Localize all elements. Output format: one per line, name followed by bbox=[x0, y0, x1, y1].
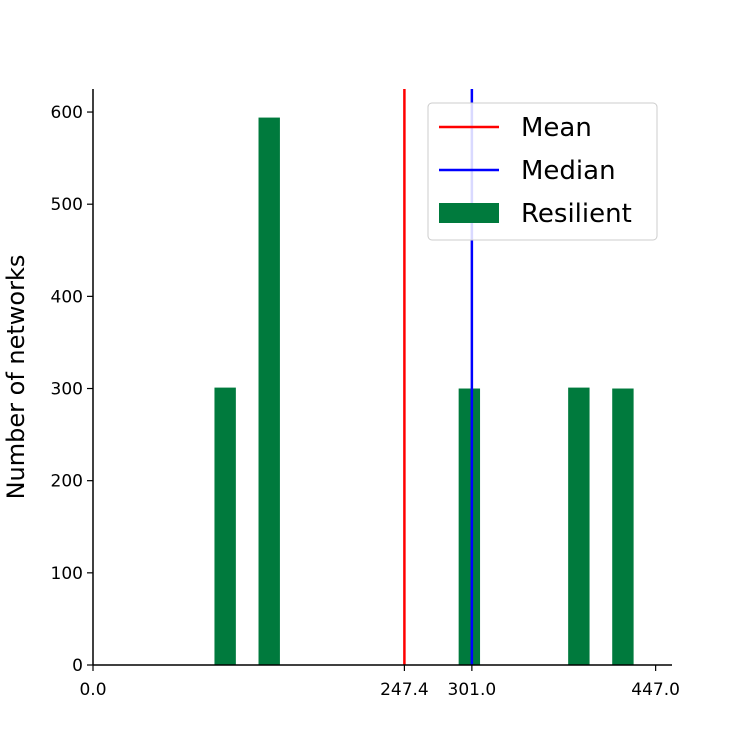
y-tick-label: 300 bbox=[51, 380, 83, 400]
y-tick-label: 400 bbox=[51, 287, 83, 307]
bars-group bbox=[214, 117, 634, 666]
legend-label: Resilient bbox=[521, 199, 632, 229]
bar-1 bbox=[214, 387, 236, 665]
y-tick-label: 600 bbox=[51, 103, 83, 123]
y-axis-label: Number of networks bbox=[2, 255, 30, 500]
bar-4 bbox=[568, 387, 590, 665]
legend-label: Median bbox=[521, 156, 616, 186]
resilient-legend-swatch bbox=[439, 203, 499, 223]
x-tick-label: 0.0 bbox=[79, 680, 106, 700]
x-tick-label: 447.0 bbox=[631, 680, 680, 700]
y-tick-label: 100 bbox=[51, 564, 83, 584]
bar-2 bbox=[258, 117, 280, 666]
legend-label: Mean bbox=[521, 113, 592, 143]
y-tick-label: 0 bbox=[72, 656, 83, 676]
x-tick-label: 247.4 bbox=[380, 680, 429, 700]
y-tick-label: 500 bbox=[51, 195, 83, 215]
bar-5 bbox=[612, 388, 634, 665]
axes-group: 0 100 200 300 400 500 600 0.0 247.4 301.0 447.0 bbox=[51, 89, 680, 700]
x-tick-label: 301.0 bbox=[448, 680, 497, 700]
bar-3 bbox=[458, 388, 481, 665]
y-tick-label: 200 bbox=[51, 472, 83, 492]
legend: Mean Median Resilient bbox=[427, 102, 658, 241]
